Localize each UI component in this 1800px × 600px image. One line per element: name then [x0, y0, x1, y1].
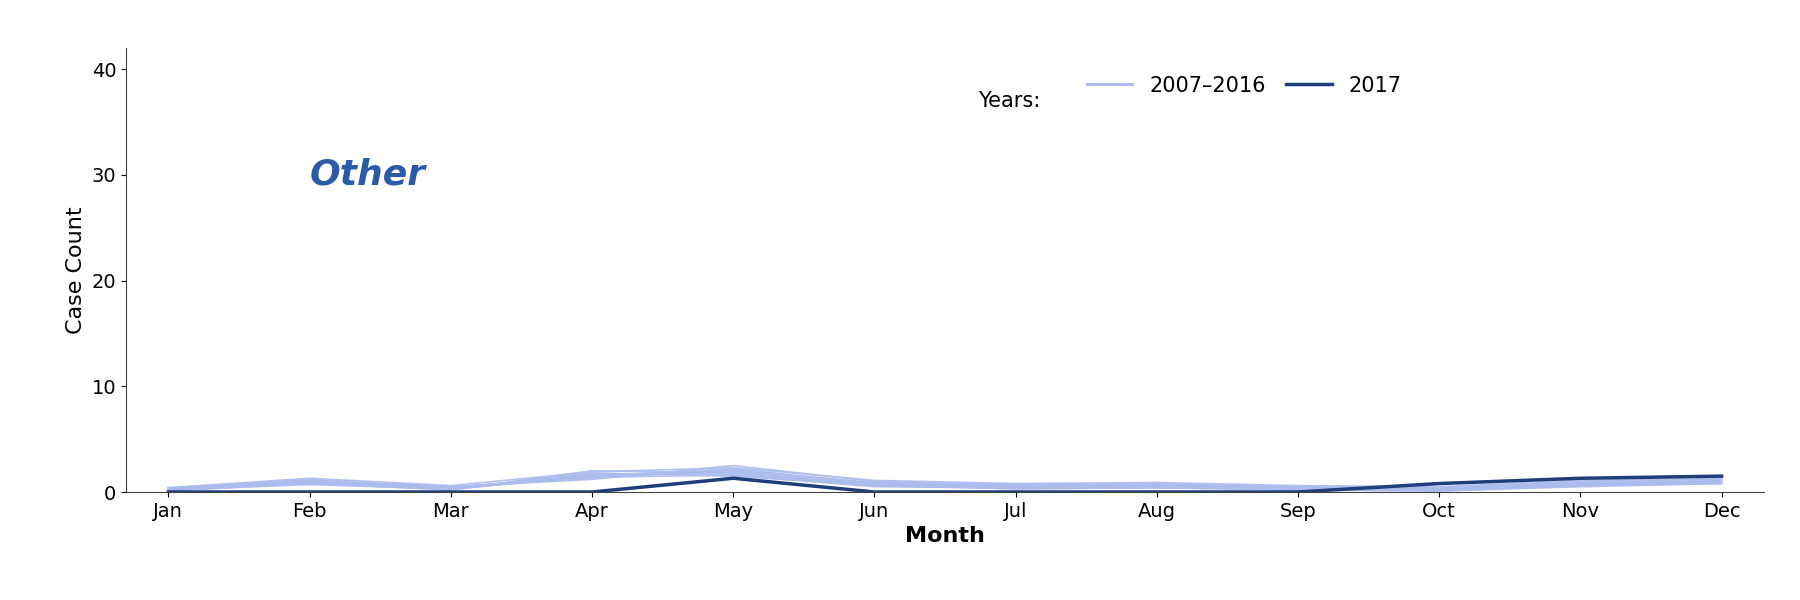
Legend: 2007–2016, 2017: 2007–2016, 2017 [1078, 67, 1409, 104]
Y-axis label: Case Count: Case Count [67, 206, 86, 334]
X-axis label: Month: Month [905, 526, 985, 546]
Text: Years:: Years: [977, 91, 1040, 111]
Text: Other: Other [310, 158, 425, 192]
